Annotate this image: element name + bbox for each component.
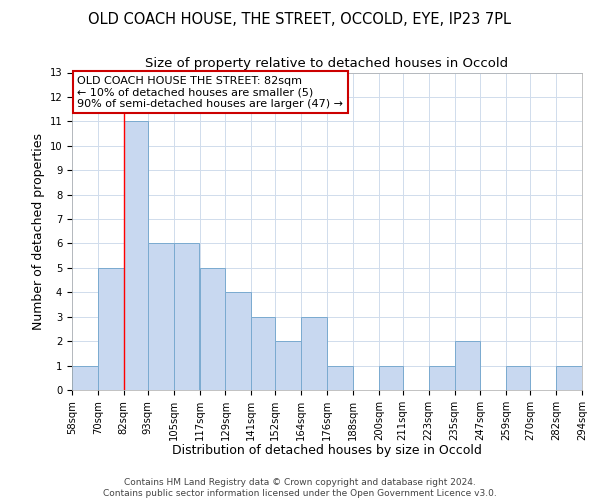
Bar — [379, 366, 403, 390]
Y-axis label: Number of detached properties: Number of detached properties — [32, 132, 46, 330]
Text: OLD COACH HOUSE, THE STREET, OCCOLD, EYE, IP23 7PL: OLD COACH HOUSE, THE STREET, OCCOLD, EYE… — [89, 12, 511, 28]
Bar — [506, 366, 530, 390]
Bar — [124, 122, 148, 390]
Text: OLD COACH HOUSE THE STREET: 82sqm
← 10% of detached houses are smaller (5)
90% o: OLD COACH HOUSE THE STREET: 82sqm ← 10% … — [77, 76, 343, 109]
Bar — [275, 341, 301, 390]
Bar — [173, 244, 199, 390]
Bar — [199, 268, 226, 390]
Bar — [72, 366, 98, 390]
Bar — [556, 366, 582, 390]
Bar — [148, 244, 173, 390]
Bar — [251, 316, 275, 390]
X-axis label: Distribution of detached houses by size in Occold: Distribution of detached houses by size … — [172, 444, 482, 458]
Bar — [428, 366, 455, 390]
Text: Contains HM Land Registry data © Crown copyright and database right 2024.
Contai: Contains HM Land Registry data © Crown c… — [103, 478, 497, 498]
Bar — [327, 366, 353, 390]
Bar — [455, 341, 481, 390]
Bar — [98, 268, 124, 390]
Title: Size of property relative to detached houses in Occold: Size of property relative to detached ho… — [145, 57, 509, 70]
Bar — [226, 292, 251, 390]
Bar — [301, 316, 327, 390]
